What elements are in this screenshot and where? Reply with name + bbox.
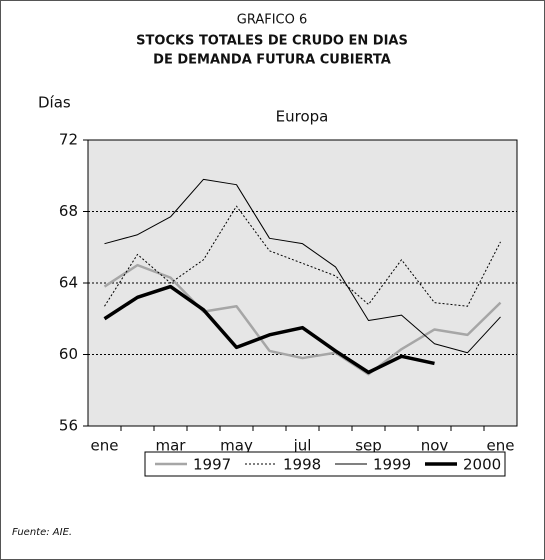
legend-label: 1998: [283, 456, 321, 474]
chart-title: GRAFICO 6: [237, 13, 308, 28]
y-tick-label: 60: [59, 345, 78, 363]
chart-subtitle: DE DEMANDA FUTURA CUBIERTA: [153, 53, 391, 68]
x-tick-label: nov: [421, 437, 449, 455]
x-tick-label: may: [220, 437, 253, 455]
y-tick-label: 72: [59, 131, 78, 149]
x-tick-label: jul: [293, 437, 312, 455]
plot-border: [87, 139, 518, 427]
y-tick-label: 68: [59, 202, 78, 220]
legend-label: 1997: [193, 456, 231, 474]
line-series: [103, 284, 435, 375]
x-tick-label: ene: [91, 437, 119, 455]
y-tick-label: 64: [59, 274, 78, 292]
source: Fuente: AIE.: [12, 527, 72, 538]
panel-title: Europa: [276, 108, 329, 126]
y-axis-label: Días: [38, 94, 71, 112]
x-tick-label: sep: [355, 437, 382, 455]
legend-label: 1999: [373, 456, 411, 474]
legend-label: 2000: [463, 456, 501, 474]
x-tick-label: mar: [156, 437, 187, 455]
y-tick-label: 56: [59, 417, 78, 435]
x-tick-label: ene: [487, 437, 515, 455]
line-series: [104, 205, 501, 307]
line-series: [104, 178, 501, 354]
chart-subtitle: STOCKS TOTALES DE CRUDO EN DIAS: [136, 34, 408, 49]
line-series: [103, 263, 502, 376]
